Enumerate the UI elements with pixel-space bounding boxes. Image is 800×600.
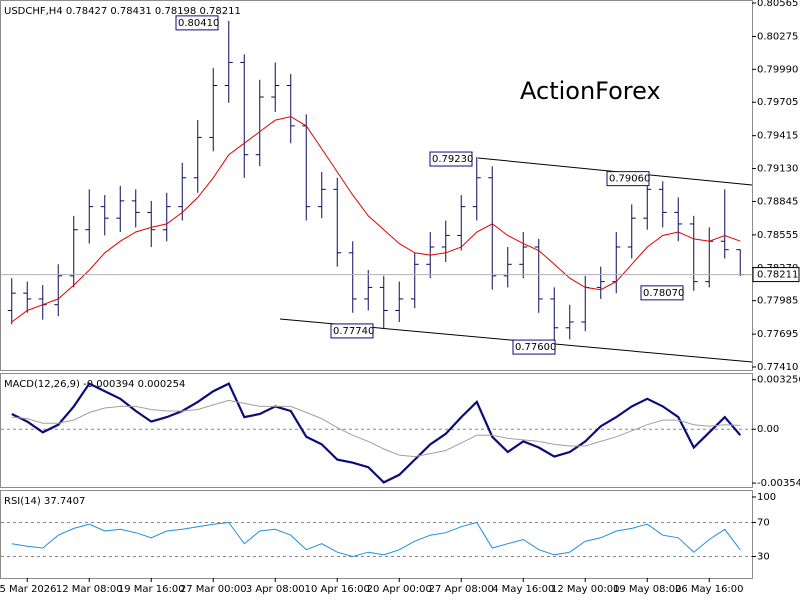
- annotation-label: 0.79230: [432, 154, 473, 165]
- y-tick-label: 0.78845: [757, 196, 798, 207]
- y-tick-label: 30: [757, 551, 770, 562]
- x-tick-label: 27 Mar 00:00: [180, 584, 247, 595]
- annotation-label: 0.80410: [178, 18, 219, 29]
- annotation-label: 0.77600: [515, 342, 556, 353]
- panel-title: RSI(14) 37.7407: [4, 496, 85, 507]
- rsi-panel: [0, 490, 753, 579]
- y-tick-label: 0.78555: [757, 230, 798, 241]
- x-tick-label: 10 Apr 16:00: [305, 584, 370, 595]
- annotation-box: [606, 171, 650, 187]
- macd-panel: [0, 373, 753, 488]
- panel-title: MACD(12,26,9) -0.000394 0.000254: [4, 379, 185, 390]
- x-tick-label: 3 Apr 08:00: [246, 584, 305, 595]
- panel-title: USDCHF,H4 0.78427 0.78431 0.78198 0.7821…: [4, 6, 241, 17]
- x-tick-label: 12 Mar 08:00: [56, 584, 123, 595]
- y-tick-label: 0.77410: [757, 362, 798, 373]
- y-tick-label: 0.79130: [757, 164, 798, 175]
- y-tick-label: -0.00354: [757, 478, 800, 489]
- y-tick-label: 0.79990: [757, 64, 798, 75]
- annotation-box: [512, 339, 556, 355]
- y-tick-label: 0.79705: [757, 97, 798, 108]
- y-tick-label: 0.79415: [757, 131, 798, 142]
- x-tick-label: 20 Apr 00:00: [367, 584, 432, 595]
- annotation-box: [175, 15, 219, 31]
- y-tick-label: 0.77985: [757, 296, 798, 307]
- watermark: ActionForex: [520, 77, 661, 105]
- y-tick-label: 0.003256: [757, 375, 800, 386]
- y-tick-label: 70: [757, 517, 770, 528]
- y-tick-label: 100: [757, 492, 776, 503]
- x-tick-label: 5 Mar 2026: [0, 584, 57, 595]
- line-series: [11, 399, 741, 458]
- x-tick-label: 26 May 16:00: [675, 584, 744, 595]
- line-series: [11, 382, 742, 484]
- y-tick-label: 0.00: [757, 424, 779, 435]
- last-price-box: [752, 267, 800, 283]
- annotation-box: [330, 323, 374, 339]
- y-tick-label: 0.80565: [757, 0, 798, 9]
- x-tick-label: 27 Apr 08:00: [429, 584, 494, 595]
- annotation-label: 0.79060: [609, 174, 650, 185]
- last-price-label: 0.78211: [757, 270, 798, 281]
- price-panel: [0, 0, 753, 371]
- annotation-label: 0.77740: [333, 326, 374, 337]
- annotation-box: [640, 285, 684, 301]
- y-tick-label: 0.77695: [757, 329, 798, 340]
- x-tick-label: 12 May 00:00: [551, 584, 620, 595]
- x-tick-label: 19 Mar 16:00: [118, 584, 185, 595]
- x-tick-label: 4 May 16:00: [492, 584, 554, 595]
- y-tick-label: 0.80275: [757, 31, 798, 42]
- annotation-box: [429, 151, 473, 167]
- annotation-label: 0.78070: [643, 288, 684, 299]
- line-series: [11, 116, 741, 323]
- x-tick-label: 19 May 08:00: [613, 584, 682, 595]
- line-series: [11, 521, 741, 558]
